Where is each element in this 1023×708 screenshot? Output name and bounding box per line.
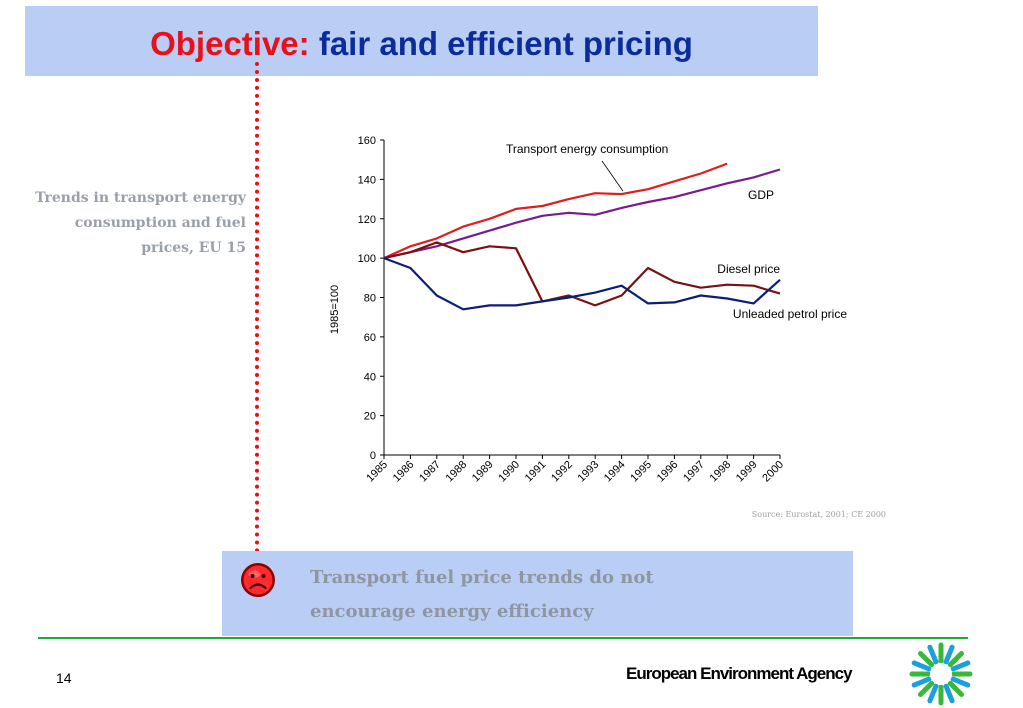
x-tick-label: 1988 <box>444 459 470 485</box>
title-bar: Objective: fair and efficient pricing <box>25 6 818 76</box>
y-tick-label: 20 <box>364 411 376 423</box>
x-tick-label: 1991 <box>523 459 549 485</box>
x-tick-label: 1985 <box>364 459 390 485</box>
series-label: Diesel price <box>717 262 780 276</box>
x-tick-label: 2000 <box>760 459 786 485</box>
conclusion-line: Transport fuel price trends do not <box>310 567 654 588</box>
page-number: 14 <box>56 670 72 686</box>
dotted-connector <box>255 62 259 577</box>
series-label: GDP <box>748 188 774 202</box>
y-tick-label: 120 <box>358 214 376 226</box>
series-line <box>383 168 781 260</box>
footer-rule <box>38 637 968 639</box>
x-tick-label: 1987 <box>417 459 443 485</box>
x-tick-label: 1998 <box>708 459 734 485</box>
y-tick-label: 80 <box>364 293 376 305</box>
y-tick-label: 60 <box>364 332 376 344</box>
series-label: Unleaded petrol price <box>733 307 847 321</box>
x-tick-label: 1995 <box>628 459 654 485</box>
x-tick-label: 1992 <box>549 459 575 485</box>
series-line <box>383 257 781 311</box>
agency-name: European Environment Agency <box>626 664 853 683</box>
y-tick-label: 0 <box>370 450 376 462</box>
slide-title: Objective: fair and efficient pricing <box>25 26 818 62</box>
x-tick-label: 1993 <box>576 459 602 485</box>
sad-face-icon <box>241 563 275 597</box>
source-note: Source: Eurostat, 2001; CE 2000 <box>751 510 886 519</box>
y-axis-label: 1985=100 <box>329 285 341 334</box>
series-line <box>383 241 781 307</box>
x-tick-label: 1989 <box>470 459 496 485</box>
x-tick-label: 1994 <box>602 459 628 485</box>
side-caption-line: Trends in transport energy <box>35 190 246 206</box>
side-caption-line: consumption and fuel <box>74 215 246 231</box>
side-caption-line: prices, EU 15 <box>141 240 246 256</box>
x-tick-label: 1986 <box>391 459 417 485</box>
series-label: Transport energy consumption <box>506 142 668 156</box>
title-rest: fair and efficient pricing <box>318 25 693 62</box>
y-tick-label: 160 <box>358 135 376 147</box>
conclusion-line: encourage energy efficiency <box>310 601 594 622</box>
x-tick-label: 1990 <box>496 459 522 485</box>
x-tick-label: 1996 <box>655 459 681 485</box>
side-caption: Trends in transport energy consumption a… <box>20 186 246 261</box>
y-tick-label: 100 <box>358 253 376 265</box>
conclusion-text: Transport fuel price trends do not encou… <box>310 561 830 629</box>
x-tick-label: 1997 <box>681 459 707 485</box>
title-prefix: Objective: <box>150 25 310 62</box>
y-tick-label: 140 <box>358 174 376 186</box>
series-line <box>383 162 728 260</box>
y-tick-label: 40 <box>364 371 376 383</box>
x-tick-label: 1999 <box>734 459 760 485</box>
conclusion-box: Transport fuel price trends do not encou… <box>222 551 853 636</box>
label-leader-line <box>601 160 624 192</box>
eea-logo-icon <box>909 642 973 706</box>
